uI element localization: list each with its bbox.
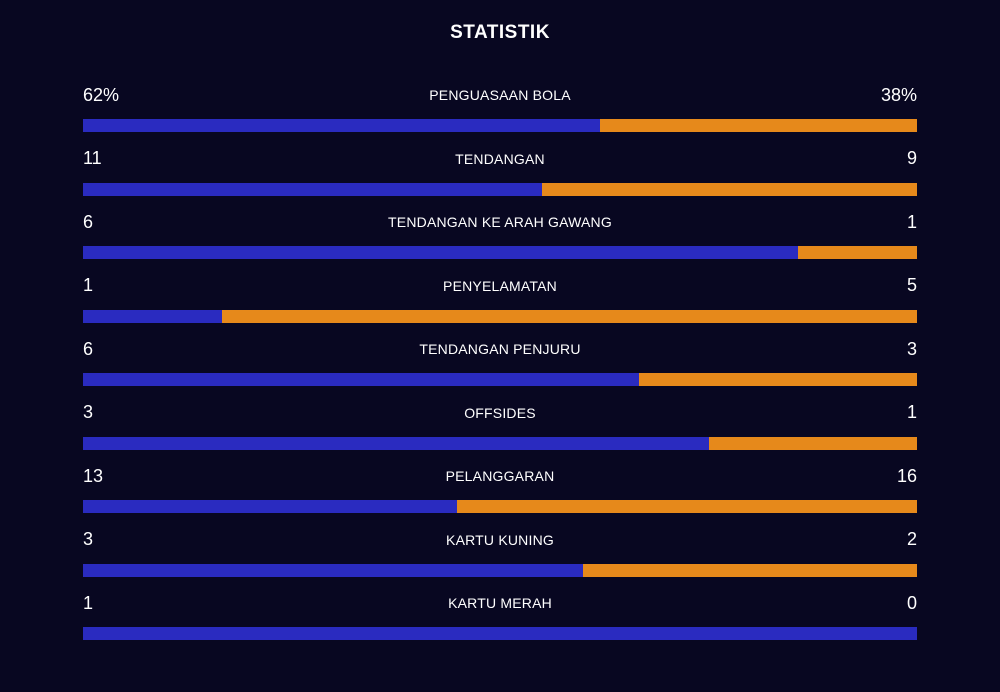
- stat-bar: [83, 436, 917, 450]
- stat-header: 1 0: [83, 588, 917, 618]
- stat-row-5: 3 1 OFFSIDES: [83, 398, 917, 462]
- home-value: 6: [83, 338, 94, 359]
- home-bar-segment: [83, 309, 222, 323]
- home-bar-segment: [83, 563, 584, 577]
- stat-row-1: 11 9 TENDANGAN: [83, 144, 917, 208]
- away-value: 5: [906, 275, 917, 295]
- home-value: 3: [83, 402, 94, 422]
- away-value: 1: [906, 402, 917, 422]
- away-bar-segment: [600, 119, 917, 132]
- stat-bar: [83, 627, 917, 640]
- stats-list: 62% 38% PENGUASAAN BOLA 11 9 TENDANGAN 6…: [83, 80, 917, 652]
- away-value: 2: [906, 529, 917, 549]
- stat-row-6: 13 16 PELANGGARAN: [83, 461, 917, 525]
- away-value: 38%: [880, 84, 917, 105]
- away-bar-segment: [638, 373, 917, 386]
- home-value: 1: [83, 275, 94, 295]
- stat-row-8: 1 0 KARTU MERAH: [83, 588, 917, 652]
- stat-bar: [83, 373, 917, 386]
- away-bar-segment: [708, 436, 917, 450]
- stat-header: 62% 38%: [83, 80, 917, 110]
- stat-header: 1 5: [83, 271, 917, 301]
- home-value: 1: [83, 592, 94, 613]
- stat-row-0: 62% 38% PENGUASAAN BOLA: [83, 80, 917, 144]
- home-value: 3: [83, 529, 94, 549]
- stat-header: 13 16: [83, 461, 917, 491]
- away-value: 16: [896, 465, 917, 486]
- stat-header: 6 1: [83, 207, 917, 237]
- home-bar-segment: [83, 246, 798, 259]
- home-value: 11: [83, 148, 102, 168]
- home-bar-segment: [83, 373, 639, 386]
- away-bar-segment: [456, 500, 917, 513]
- away-bar-segment: [583, 563, 917, 577]
- stat-row-7: 3 2 KARTU KUNING: [83, 525, 917, 589]
- stat-bar: [83, 563, 917, 577]
- away-value: 0: [906, 592, 917, 613]
- home-bar-segment: [83, 436, 709, 450]
- away-bar-segment: [541, 182, 917, 196]
- home-value: 6: [83, 211, 94, 232]
- home-value: 62%: [83, 84, 120, 105]
- home-bar-segment: [83, 182, 542, 196]
- stat-row-2: 6 1 TENDANGAN KE ARAH GAWANG: [83, 207, 917, 271]
- home-bar-segment: [83, 627, 917, 640]
- stat-bar: [83, 246, 917, 259]
- stats-title: STATISTIK: [450, 22, 550, 43]
- stat-header: 3 2: [83, 525, 917, 555]
- home-bar-segment: [83, 500, 457, 513]
- stat-row-3: 1 5 PENYELAMATAN: [83, 271, 917, 335]
- stat-header: 3 1: [83, 398, 917, 428]
- stat-bar: [83, 119, 917, 132]
- stat-header: 11 9: [83, 144, 917, 174]
- stat-bar: [83, 500, 917, 513]
- away-value: 9: [906, 148, 917, 168]
- stat-bar: [83, 182, 917, 196]
- home-bar-segment: [83, 119, 601, 132]
- away-value: 1: [906, 211, 917, 232]
- stat-bar: [83, 309, 917, 323]
- away-bar-segment: [221, 309, 917, 323]
- stat-row-4: 6 3 TENDANGAN PENJURU: [83, 334, 917, 398]
- away-value: 3: [906, 338, 917, 359]
- home-value: 13: [83, 465, 104, 486]
- stat-header: 6 3: [83, 334, 917, 364]
- away-bar-segment: [797, 246, 917, 259]
